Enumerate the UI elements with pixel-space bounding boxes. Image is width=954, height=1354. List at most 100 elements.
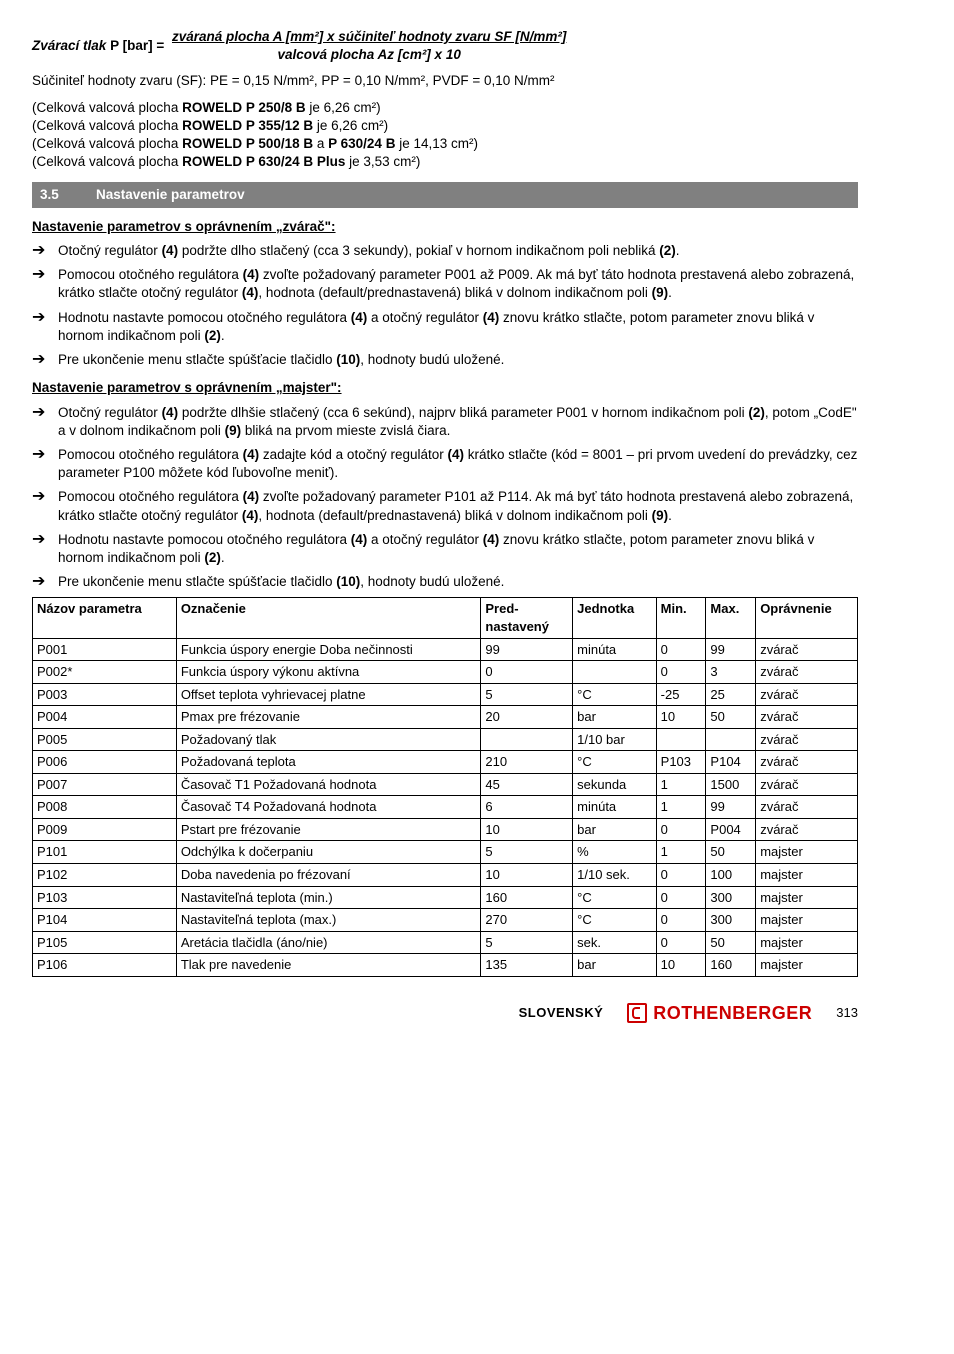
table-cell: 0 xyxy=(656,818,706,841)
table-cell: zvárač xyxy=(756,751,858,774)
table-cell: zvárač xyxy=(756,796,858,819)
table-cell: bar xyxy=(573,954,657,977)
subhead-zvarac: Nastavenie parametrov s oprávnením „zvár… xyxy=(32,218,858,236)
table-cell: P004 xyxy=(33,706,177,729)
table-cell: 99 xyxy=(481,638,573,661)
table-cell: Požadovaná teplota xyxy=(176,751,481,774)
table-cell xyxy=(481,728,573,751)
table-cell: zvárač xyxy=(756,661,858,684)
plocha-line: (Celková valcová plocha ROWELD P 500/18 … xyxy=(32,135,858,153)
table-cell: °C xyxy=(573,683,657,706)
table-cell: °C xyxy=(573,751,657,774)
table-cell: zvárač xyxy=(756,683,858,706)
table-cell: 5 xyxy=(481,683,573,706)
table-cell: P104 xyxy=(33,909,177,932)
plocha-line: (Celková valcová plocha ROWELD P 630/24 … xyxy=(32,153,858,171)
table-cell: 1 xyxy=(656,841,706,864)
table-cell: zvárač xyxy=(756,638,858,661)
table-cell: Offset teplota vyhrievacej platne xyxy=(176,683,481,706)
arrow-icon: ➔ xyxy=(32,266,58,302)
table-row: P004Pmax pre frézovanie20bar1050zvárač xyxy=(33,706,858,729)
bullet-text: Pomocou otočného regulátora (4) zadajte … xyxy=(58,446,858,482)
table-cell: 6 xyxy=(481,796,573,819)
table-cell: 100 xyxy=(706,864,756,887)
table-cell: majster xyxy=(756,909,858,932)
subhead-majster: Nastavenie parametrov s oprávnením „majs… xyxy=(32,379,858,397)
table-row: P106Tlak pre navedenie135bar10160majster xyxy=(33,954,858,977)
section-title: Nastavenie parametrov xyxy=(96,186,245,204)
table-cell: % xyxy=(573,841,657,864)
table-cell xyxy=(573,661,657,684)
table-row: P008Časovač T4 Požadovaná hodnota6minúta… xyxy=(33,796,858,819)
table-header: Max. xyxy=(706,598,756,638)
bullet-text: Hodnotu nastavte pomocou otočného regulá… xyxy=(58,531,858,567)
table-cell: Nastaviteľná teplota (max.) xyxy=(176,909,481,932)
formula-num: zváraná plocha A [mm²] x súčiniteľ hodno… xyxy=(172,29,566,44)
bullet-item: ➔Pomocou otočného regulátora (4) zadajte… xyxy=(32,446,858,482)
table-cell: bar xyxy=(573,706,657,729)
table-cell: zvárač xyxy=(756,728,858,751)
table-cell: Časovač T4 Požadovaná hodnota xyxy=(176,796,481,819)
table-row: P003Offset teplota vyhrievacej platne5°C… xyxy=(33,683,858,706)
plocha-line: (Celková valcová plocha ROWELD P 355/12 … xyxy=(32,117,858,135)
formula: Zvárací tlak P [bar] = zváraná plocha A … xyxy=(32,28,858,64)
table-cell: °C xyxy=(573,886,657,909)
table-cell: P008 xyxy=(33,796,177,819)
table-row: P009Pstart pre frézovanie10bar0P004zvára… xyxy=(33,818,858,841)
table-cell: 0 xyxy=(656,661,706,684)
bullet-item: ➔Pomocou otočného regulátora (4) zvoľte … xyxy=(32,266,858,302)
sf-line: Súčiniteľ hodnoty zvaru (SF): PE = 0,15 … xyxy=(32,72,858,90)
bullet-text: Otočný regulátor (4) podržte dlho stlače… xyxy=(58,242,858,260)
table-header: Jednotka xyxy=(573,598,657,638)
page-footer: SLOVENSKÝ ROTHENBERGER 313 xyxy=(32,1001,858,1025)
table-cell: Pmax pre frézovanie xyxy=(176,706,481,729)
arrow-icon: ➔ xyxy=(32,351,58,369)
table-row: P007Časovač T1 Požadovaná hodnota45sekun… xyxy=(33,773,858,796)
table-cell: 50 xyxy=(706,706,756,729)
table-cell: 135 xyxy=(481,954,573,977)
table-cell: 3 xyxy=(706,661,756,684)
bullet-text: Pomocou otočného regulátora (4) zvoľte p… xyxy=(58,488,858,524)
table-cell: 5 xyxy=(481,841,573,864)
table-cell: minúta xyxy=(573,638,657,661)
table-cell: P009 xyxy=(33,818,177,841)
arrow-icon: ➔ xyxy=(32,446,58,482)
table-header: Pred-nastavený xyxy=(481,598,573,638)
table-cell: P104 xyxy=(706,751,756,774)
table-cell: Časovač T1 Požadovaná hodnota xyxy=(176,773,481,796)
table-cell: 0 xyxy=(656,864,706,887)
formula-var: P [bar] = xyxy=(110,38,168,53)
table-cell: 10 xyxy=(656,954,706,977)
table-cell: 300 xyxy=(706,886,756,909)
table-header: Označenie xyxy=(176,598,481,638)
formula-den: valcová plocha Az [cm²] x 10 xyxy=(172,46,566,64)
table-cell: 99 xyxy=(706,638,756,661)
table-header: Min. xyxy=(656,598,706,638)
table-cell: 20 xyxy=(481,706,573,729)
table-cell: P004 xyxy=(706,818,756,841)
table-cell: 45 xyxy=(481,773,573,796)
table-cell: 1/10 sek. xyxy=(573,864,657,887)
table-cell: 1 xyxy=(656,773,706,796)
table-cell: 99 xyxy=(706,796,756,819)
table-cell: Nastaviteľná teplota (min.) xyxy=(176,886,481,909)
param-table: Názov parametraOznačeniePred-nastavenýJe… xyxy=(32,597,858,976)
table-cell: -25 xyxy=(656,683,706,706)
table-cell: 160 xyxy=(706,954,756,977)
table-cell: 0 xyxy=(656,886,706,909)
footer-lang: SLOVENSKÝ xyxy=(519,1004,604,1022)
table-cell: P101 xyxy=(33,841,177,864)
table-row: P104Nastaviteľná teplota (max.)270°C0300… xyxy=(33,909,858,932)
table-row: P002*Funkcia úspory výkonu aktívna003zvá… xyxy=(33,661,858,684)
table-cell: Pstart pre frézovanie xyxy=(176,818,481,841)
table-cell: 1 xyxy=(656,796,706,819)
table-cell: minúta xyxy=(573,796,657,819)
table-header-row: Názov parametraOznačeniePred-nastavenýJe… xyxy=(33,598,858,638)
bullet-text: Pre ukončenie menu stlačte spúšťacie tla… xyxy=(58,351,858,369)
table-cell: P105 xyxy=(33,931,177,954)
table-cell: Tlak pre navedenie xyxy=(176,954,481,977)
bullet-item: ➔Hodnotu nastavte pomocou otočného regul… xyxy=(32,309,858,345)
bullet-text: Otočný regulátor (4) podržte dlhšie stla… xyxy=(58,404,858,440)
section-num: 3.5 xyxy=(40,186,96,204)
brand-logo-icon xyxy=(627,1003,647,1023)
